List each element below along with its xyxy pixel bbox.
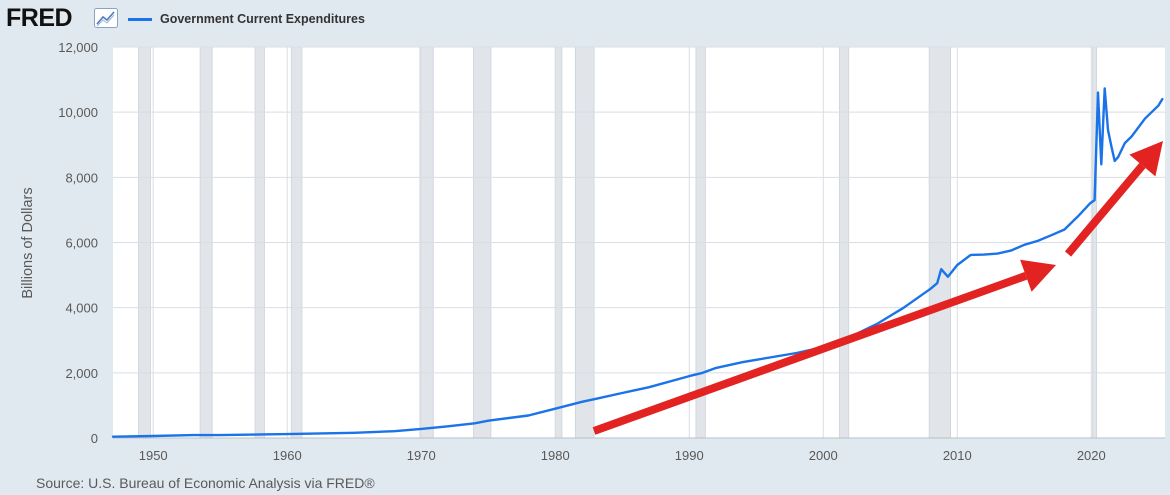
y-tick-label: 8,000 — [65, 170, 98, 185]
y-tick-label: 2,000 — [65, 366, 98, 381]
x-tick-label: 1970 — [407, 448, 436, 463]
source-note: Source: U.S. Bureau of Economic Analysis… — [36, 475, 375, 491]
x-tick-label: 2000 — [809, 448, 838, 463]
fred-logo[interactable]: FRED — [6, 4, 73, 32]
x-tick-label: 2020 — [1077, 448, 1106, 463]
tick-labels: 0 2,000 4,000 6,000 8,000 10,000 12,000 1950 196… — [58, 40, 1106, 463]
trend-arrow-head — [1020, 259, 1056, 292]
line-chart-icon — [94, 8, 118, 28]
x-tick-label: 2010 — [943, 448, 972, 463]
y-tick-label: 12,000 — [58, 40, 98, 55]
x-tick-label: 1960 — [273, 448, 302, 463]
y-tick-label: 4,000 — [65, 301, 98, 316]
series-line — [111, 87, 1164, 438]
gridlines — [113, 46, 1165, 439]
trend-arrow-head — [1129, 141, 1163, 177]
legend: Government Current Expenditures — [128, 9, 365, 29]
y-tick-label: 10,000 — [58, 105, 98, 120]
x-tick-label: 1980 — [541, 448, 570, 463]
series-layer — [111, 87, 1164, 438]
y-axis-title: Billions of Dollars — [20, 187, 36, 298]
trend-arrows — [592, 141, 1163, 435]
trend-arrow-shaft — [1064, 162, 1146, 257]
x-tick-label: 1990 — [675, 448, 704, 463]
y-tick-label: 0 — [91, 431, 98, 446]
legend-swatch — [128, 17, 152, 21]
chart-header: FRED Government Current Expenditures — [0, 0, 1170, 40]
x-tick-label: 1950 — [139, 448, 168, 463]
trend-arrow-shaft — [592, 272, 1028, 435]
y-tick-label: 6,000 — [65, 236, 98, 251]
legend-label[interactable]: Government Current Expenditures — [160, 12, 365, 26]
